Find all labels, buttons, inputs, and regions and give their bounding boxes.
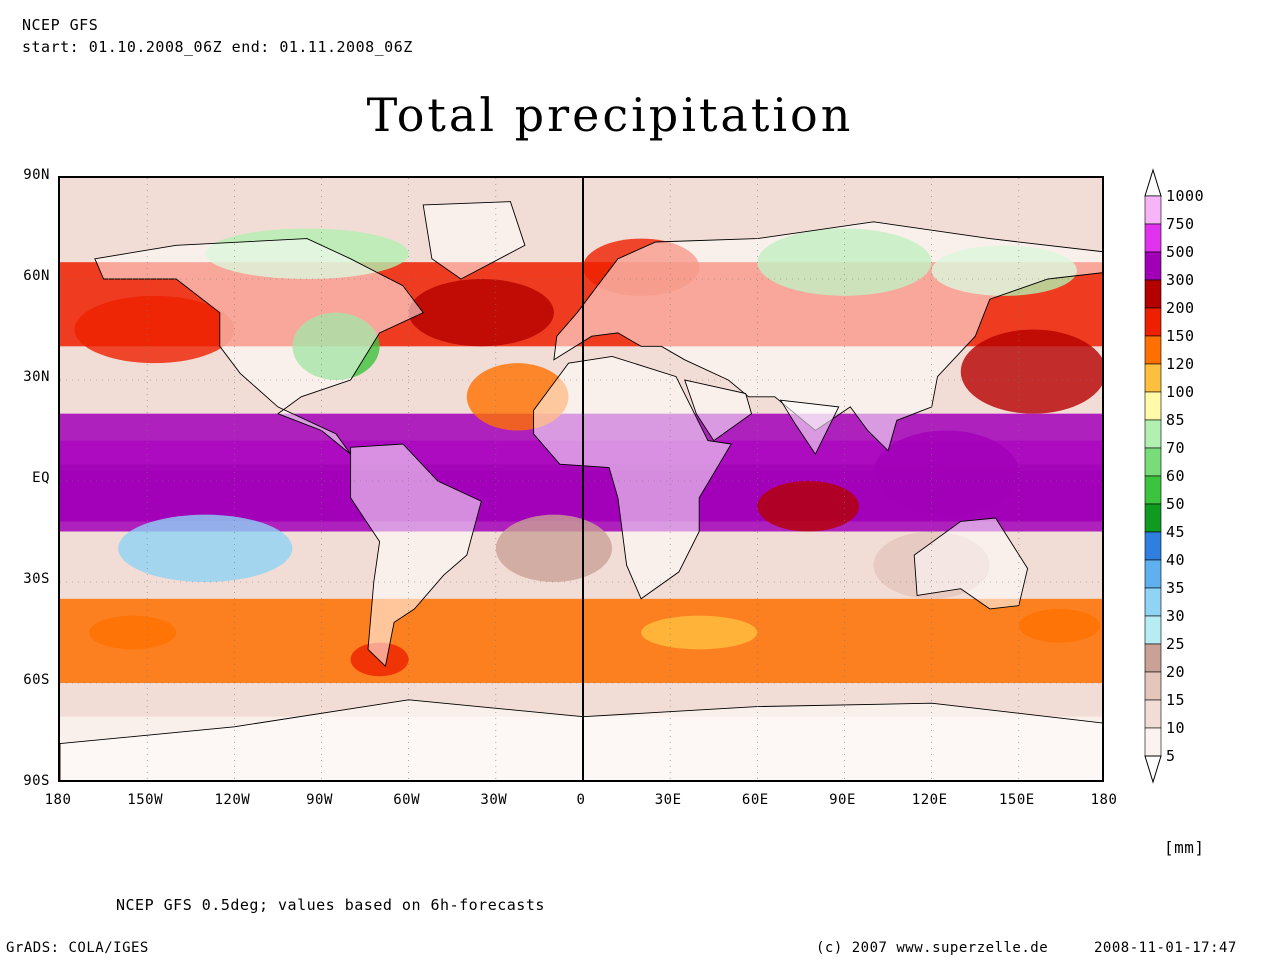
- precip-cell: [1018, 608, 1101, 643]
- colorbar-tick-label: 200: [1166, 299, 1195, 317]
- colorbar-max-arrow: [1144, 168, 1162, 197]
- colorbar-swatch: [1144, 587, 1162, 617]
- precip-cell: [960, 329, 1102, 414]
- colorbar-swatch: [1144, 447, 1162, 477]
- longitude-label: 90E: [829, 792, 856, 808]
- model-name: NCEP GFS: [22, 16, 99, 34]
- period-range: start: 01.10.2008_06Z end: 01.11.2008_06…: [22, 38, 413, 56]
- longitude-label: 90W: [306, 792, 333, 808]
- map-title: Total precipitation: [366, 88, 854, 142]
- longitude-label: 180: [1090, 792, 1118, 808]
- colorbar-tick-label: 300: [1166, 271, 1195, 289]
- precip-cell: [118, 514, 293, 582]
- longitude-label: 30E: [654, 792, 682, 808]
- colorbar-tick-label: 5: [1166, 747, 1176, 765]
- colorbar-swatch: [1144, 671, 1162, 701]
- latitude-label: 60N: [23, 268, 50, 284]
- colorbar-tick-label: 120: [1166, 355, 1195, 373]
- colorbar-tick-label: 500: [1166, 243, 1195, 261]
- precip-cell: [89, 615, 177, 650]
- precip-cell: [495, 514, 613, 582]
- longitude-label: 30W: [480, 792, 508, 808]
- latitude-label: 30S: [23, 571, 50, 587]
- colorbar-tick-label: 50: [1166, 495, 1186, 513]
- colorbar-tick-label: 35: [1166, 579, 1186, 597]
- colorbar-swatch: [1144, 475, 1162, 505]
- precip-band-polar-dry-north: [60, 178, 1102, 212]
- unit-label: [mm]: [1164, 838, 1205, 857]
- colorbar-swatch: [1144, 307, 1162, 337]
- longitude-label: 150W: [127, 792, 164, 808]
- colorbar-tick-label: 85: [1166, 411, 1186, 429]
- colorbar-swatch: [1144, 391, 1162, 421]
- colorbar-swatch: [1144, 195, 1162, 225]
- colorbar-tick-label: 10: [1166, 719, 1186, 737]
- land-south-america: [350, 443, 482, 668]
- colorbar-swatch: [1144, 279, 1162, 309]
- longitude-label: 180: [44, 792, 72, 808]
- colorbar-tick-label: 70: [1166, 439, 1186, 457]
- colorbar-swatch: [1144, 531, 1162, 561]
- data-note: NCEP GFS 0.5deg; values based on 6h-fore…: [116, 896, 545, 914]
- precip-cell: [74, 295, 235, 364]
- latitude-label: 90S: [23, 773, 50, 789]
- longitude-label: 0: [576, 792, 586, 808]
- colorbar-swatch: [1144, 503, 1162, 533]
- precip-cell: [757, 481, 860, 532]
- generation-timestamp: 2008-11-01-17:47: [1094, 940, 1237, 956]
- colorbar-swatch: [1144, 251, 1162, 281]
- colorbar-tick-label: 60: [1166, 467, 1186, 485]
- colorbar-tick-label: 20: [1166, 663, 1186, 681]
- colorbar-tick-label: 40: [1166, 551, 1186, 569]
- precip-cell: [873, 430, 1019, 515]
- precip-cell: [408, 279, 554, 347]
- colorbar-swatch: [1144, 643, 1162, 673]
- colorbar-tick-label: 750: [1166, 215, 1195, 233]
- colorbar-tick-label: 1000: [1166, 187, 1205, 205]
- colorbar-swatch: [1144, 615, 1162, 645]
- colorbar-tick-label: 100: [1166, 383, 1195, 401]
- colorbar-tick-label: 30: [1166, 607, 1186, 625]
- land-india: [779, 399, 840, 455]
- precip-cell: [641, 615, 758, 650]
- longitude-label: 60E: [741, 792, 769, 808]
- map-canvas: [60, 178, 1102, 780]
- longitude-label: 150E: [998, 792, 1035, 808]
- colorbar-swatch: [1144, 699, 1162, 729]
- precip-band-south-storm-track: [60, 598, 1102, 683]
- colorbar-swatch: [1144, 223, 1162, 253]
- colorbar-tick-label: 25: [1166, 635, 1186, 653]
- longitude-label: 60W: [393, 792, 421, 808]
- land-arabia: [684, 379, 753, 442]
- colorbar-swatch: [1144, 335, 1162, 365]
- land-north-america: [94, 238, 424, 455]
- latitude-label: EQ: [32, 470, 50, 486]
- colorbar-swatch: [1144, 363, 1162, 393]
- latitude-label: 60S: [23, 672, 50, 688]
- precipitation-map: [58, 176, 1104, 782]
- colorbar-tick-label: 15: [1166, 691, 1186, 709]
- colorbar-swatch: [1144, 559, 1162, 589]
- colorbar-tick-label: 45: [1166, 523, 1186, 541]
- latitude-label: 90N: [23, 167, 50, 183]
- copyright-text: (c) 2007 www.superzelle.de: [816, 940, 1049, 956]
- longitude-label: 120W: [214, 792, 251, 808]
- colorbar-swatch: [1144, 419, 1162, 449]
- land-antarctica: [60, 699, 1102, 780]
- land-australia: [913, 517, 1029, 610]
- grads-credit: GrADS: COLA/IGES: [6, 940, 149, 956]
- colorbar-min-arrow: [1144, 755, 1162, 784]
- latitude-label: 30N: [23, 369, 50, 385]
- longitude-label: 120E: [911, 792, 948, 808]
- colorbar-tick-label: 150: [1166, 327, 1195, 345]
- colorbar-swatch: [1144, 727, 1162, 757]
- colorbar: [1144, 168, 1162, 784]
